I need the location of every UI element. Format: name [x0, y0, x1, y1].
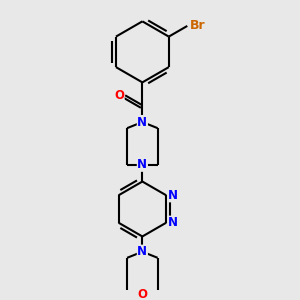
Text: N: N: [168, 216, 178, 229]
Text: N: N: [168, 189, 178, 202]
Text: O: O: [137, 288, 147, 300]
Text: N: N: [137, 158, 147, 171]
Text: Br: Br: [190, 20, 206, 32]
Text: N: N: [137, 245, 147, 258]
Text: N: N: [137, 116, 147, 128]
Text: O: O: [114, 89, 124, 102]
